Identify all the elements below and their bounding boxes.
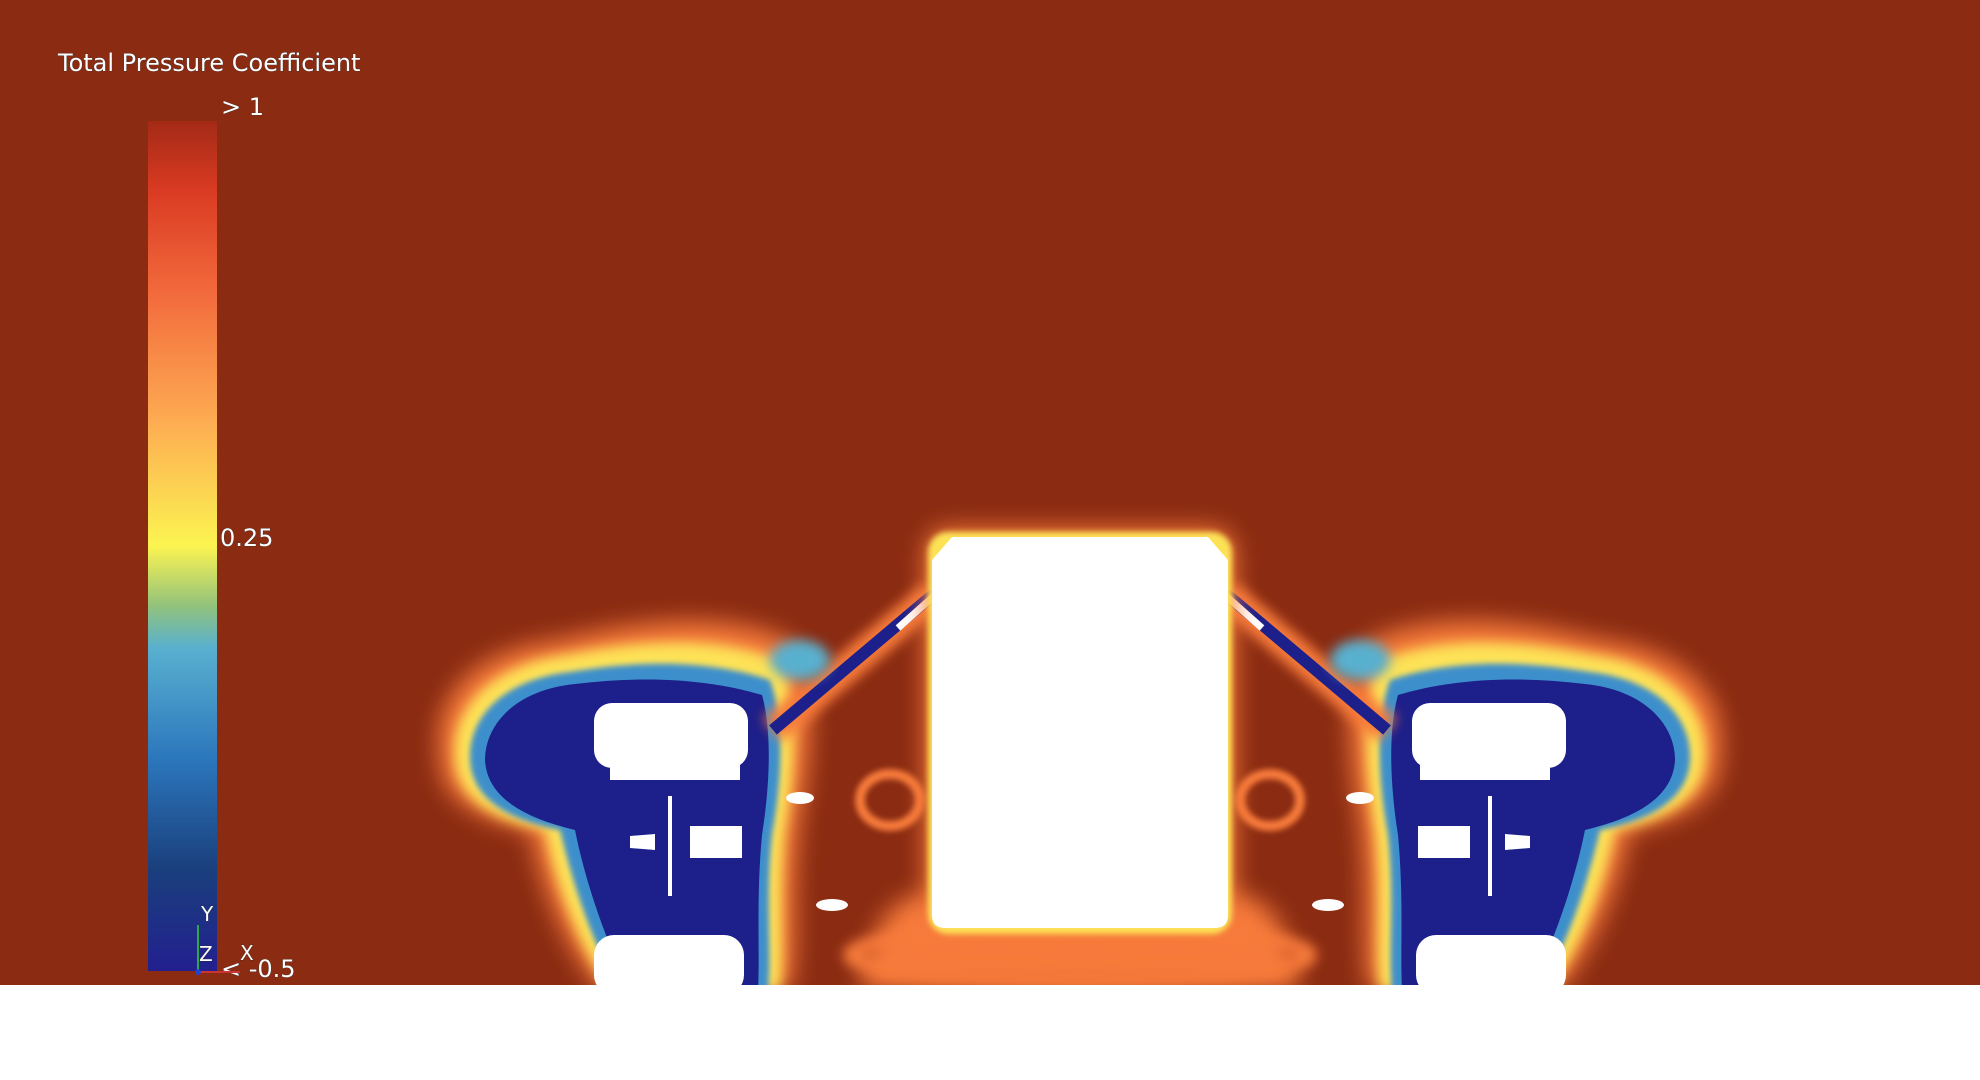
legend-min: < -0.5	[221, 955, 296, 983]
flow-contours	[439, 528, 1722, 985]
x-axis-label: X	[240, 941, 254, 965]
legend-mid: 0.25	[220, 524, 273, 552]
y-axis-label: Y	[200, 902, 214, 926]
legend-max: > 1	[221, 93, 264, 121]
z-axis-label: Z	[199, 942, 213, 966]
color-bar	[148, 121, 217, 971]
legend-title: Total Pressure Coefficient	[57, 49, 360, 77]
z-axis-dot	[195, 969, 201, 975]
axes-triad: Y Z X	[195, 902, 254, 975]
body-section	[932, 537, 1228, 928]
